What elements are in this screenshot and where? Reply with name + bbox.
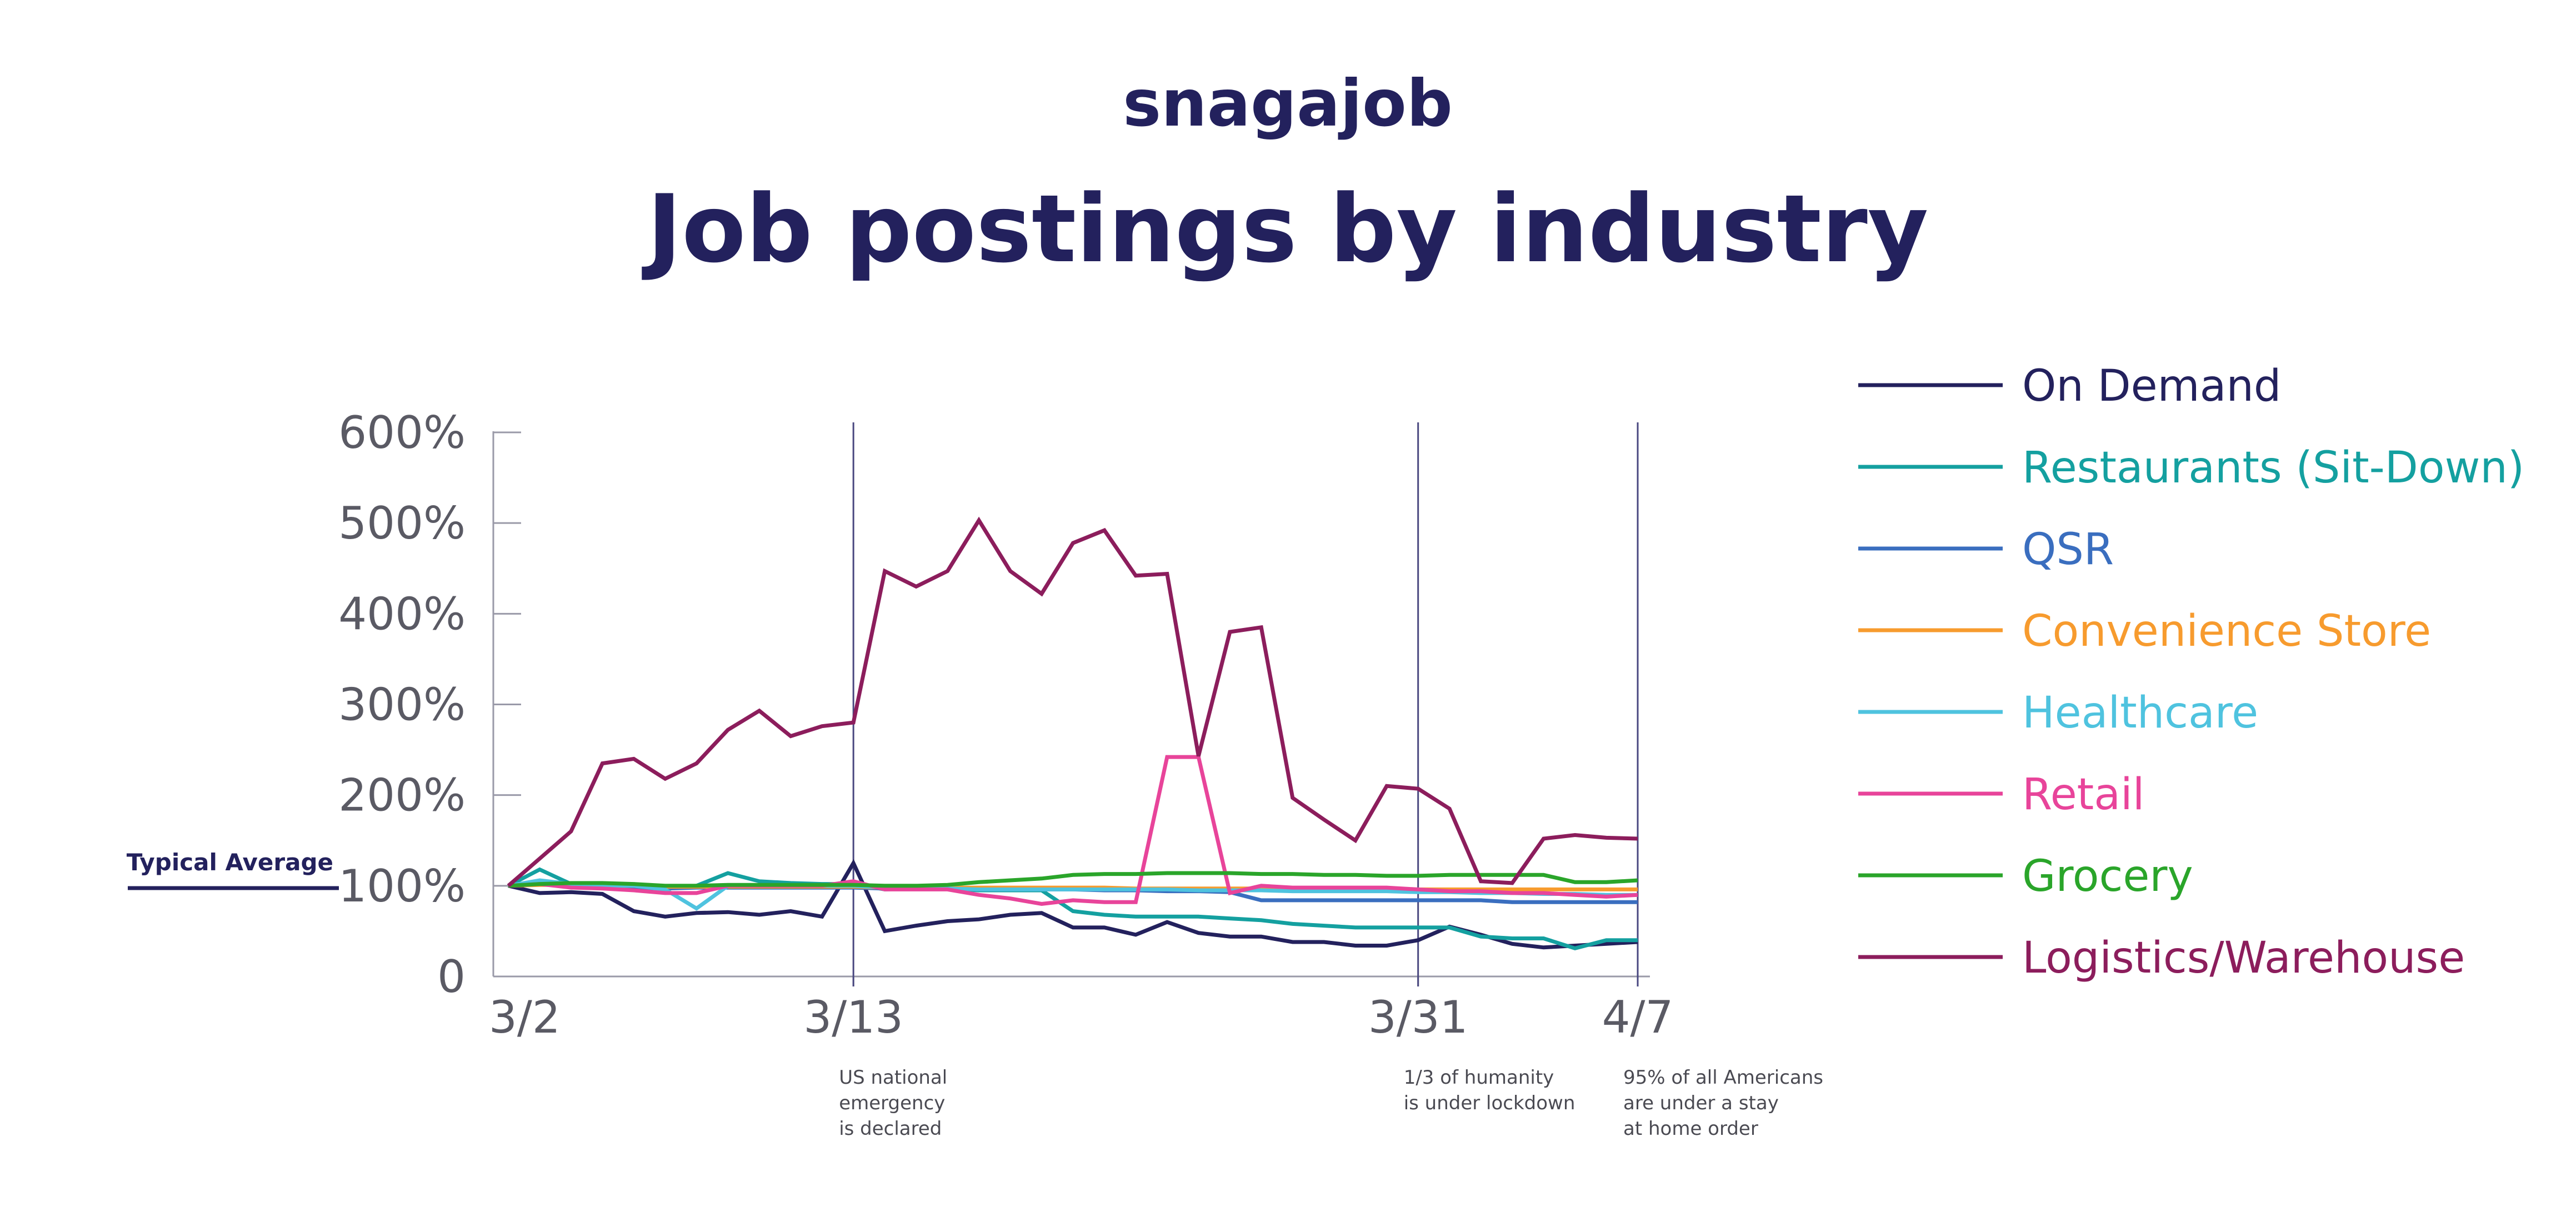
- x-tick-label: 3/31: [1368, 991, 1468, 1043]
- event-note-line: is declared: [839, 1118, 942, 1140]
- chart-title: Job postings by industry: [642, 175, 1929, 283]
- axes: 0 100% 200% 300% 400% 500% 600% 3/2 3/13 3/31 4/7: [338, 407, 1673, 1043]
- series-lines: [507, 516, 1638, 951]
- event-note-line: 1/3 of humanity: [1404, 1066, 1554, 1089]
- series-line-retail: [508, 755, 1638, 906]
- series-line-grocery: [508, 871, 1638, 888]
- legend-label: Convenience Store: [2022, 606, 2431, 656]
- legend-label: QSR: [2022, 525, 2114, 575]
- y-tick-label: 500%: [338, 497, 466, 549]
- y-tick-label: 200%: [338, 770, 466, 821]
- legend: On Demand Restaurants (Sit-Down) QSR Conven…: [1858, 361, 2524, 983]
- legend-label: Grocery: [2022, 851, 2193, 901]
- legend-label: Healthcare: [2022, 688, 2258, 738]
- y-tick-label: 400%: [338, 588, 466, 640]
- reference-line-group: Typical Average: [127, 849, 339, 890]
- y-tick-label: 100%: [338, 860, 466, 912]
- reference-label: Typical Average: [127, 849, 333, 876]
- y-tick-label: 0: [437, 951, 466, 1003]
- brand-logo: snagajob: [1123, 66, 1453, 141]
- event-note-line: are under a stay: [1623, 1092, 1779, 1114]
- event-note-line: 95% of all Americans: [1623, 1066, 1823, 1089]
- legend-label: Logistics/Warehouse: [2022, 933, 2465, 983]
- event-note-line: US national: [839, 1066, 947, 1089]
- x-tick-label: 3/2: [489, 991, 561, 1043]
- series-line-restaurants-sit-down: [507, 867, 1638, 951]
- series-line-logistics-warehouse: [507, 516, 1638, 888]
- legend-label: On Demand: [2022, 361, 2281, 411]
- event-note-line: is under lockdown: [1404, 1092, 1575, 1114]
- legend-label: Retail: [2022, 770, 2144, 820]
- y-tick-label: 300%: [338, 679, 466, 731]
- event-note-line: emergency: [839, 1092, 945, 1114]
- x-tick-label: 3/13: [803, 991, 903, 1043]
- x-tick-label: 4/7: [1602, 991, 1674, 1043]
- event-note-line: at home order: [1623, 1118, 1758, 1140]
- legend-label: Restaurants (Sit-Down): [2022, 443, 2524, 493]
- y-tick-label: 600%: [338, 407, 466, 459]
